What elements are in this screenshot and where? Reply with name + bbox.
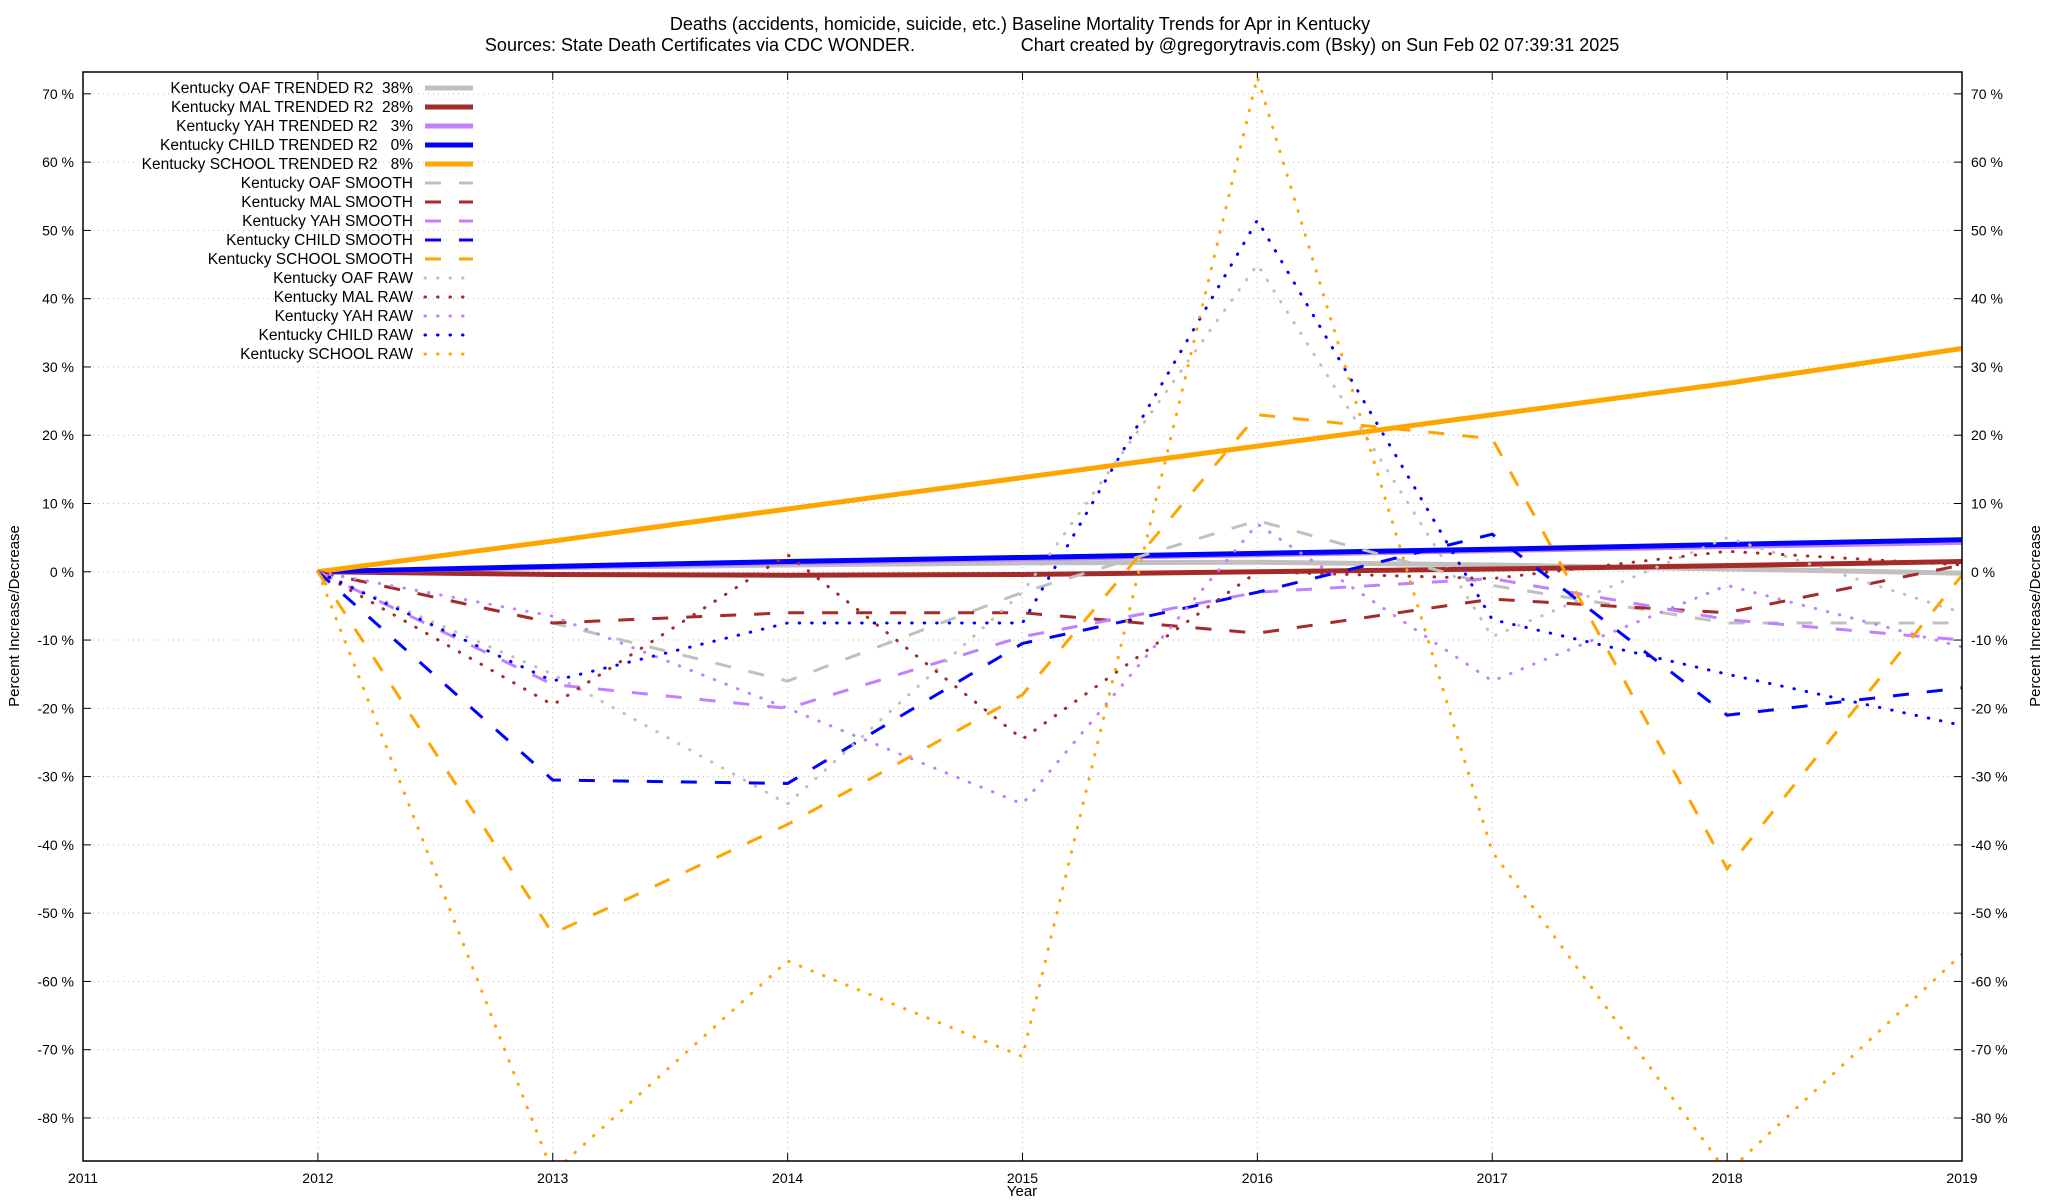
y-tick-label: 40 % xyxy=(42,291,74,307)
y-tick-label: 50 % xyxy=(42,222,74,238)
y2-tick-label: 30 % xyxy=(1971,359,2003,375)
legend-label-oaf-raw: Kentucky OAF RAW xyxy=(273,270,413,287)
y2-axis-label: Percent Increase/Decrease xyxy=(2027,525,2044,707)
series-lines xyxy=(316,72,1962,1161)
y2-tick-label: -40 % xyxy=(1971,837,2008,853)
series-line-school-smooth xyxy=(316,413,1962,936)
y2-tick-label: 0 % xyxy=(1971,564,1995,580)
y2-tick-label: -10 % xyxy=(1971,632,2008,648)
chart-subtitle-credit: Chart created by @gregorytravis.com (Bsk… xyxy=(1021,35,1620,55)
y2-tick-label: -30 % xyxy=(1971,769,2008,785)
legend-label-mal-raw: Kentucky MAL RAW xyxy=(274,289,414,306)
legend-label-school-smooth: Kentucky SCHOOL SMOOTH xyxy=(208,251,413,268)
y2-tick-label: -70 % xyxy=(1971,1042,2008,1058)
legend-label-mal-smooth: Kentucky MAL SMOOTH xyxy=(241,194,413,211)
x-axis-label: Year xyxy=(1007,1183,1037,1200)
y-tick-label: 20 % xyxy=(42,427,74,443)
legend-label-child-raw: Kentucky CHILD RAW xyxy=(259,327,414,344)
y2-tick-label: 60 % xyxy=(1971,154,2003,170)
y-tick-label: 10 % xyxy=(42,496,74,512)
series-line-school-raw xyxy=(316,72,1962,1161)
y2-tick-label: 70 % xyxy=(1971,86,2003,102)
x-tick-label: 2013 xyxy=(537,1170,568,1186)
y-tick-label: -40 % xyxy=(37,837,74,853)
grid-lines xyxy=(83,72,1962,1161)
y2-tick-label: -80 % xyxy=(1971,1110,2008,1126)
x-tick-label: 2014 xyxy=(772,1170,803,1186)
legend-label-mal-trended: Kentucky MAL TRENDED R2 28% xyxy=(171,99,413,116)
y-axis-label: Percent Increase/Decrease xyxy=(6,525,23,707)
y2-tick-label: 20 % xyxy=(1971,427,2003,443)
y-tick-label: 70 % xyxy=(42,86,74,102)
series-line-oaf-smooth xyxy=(317,519,1962,683)
y2-tick-label: -20 % xyxy=(1971,700,2008,716)
x-tick-label: 2015 xyxy=(1007,1170,1038,1186)
y-tick-label: -60 % xyxy=(37,973,74,989)
y-tick-label: -80 % xyxy=(37,1110,74,1126)
x-tick-label: 2016 xyxy=(1242,1170,1273,1186)
x-tick-label: 2012 xyxy=(302,1170,333,1186)
axis-ticks: 2011 2012 2013 2014 2015 2016 2017 2018 2019 70 %… xyxy=(37,72,2008,1186)
legend: Kentucky OAF TRENDED R2 38% Kentucky MAL … xyxy=(142,80,475,363)
legend-label-oaf-trended: Kentucky OAF TRENDED R2 38% xyxy=(170,80,413,97)
x-tick-label: 2017 xyxy=(1477,1170,1508,1186)
plot-border xyxy=(82,71,1963,1162)
chart-title: Deaths (accidents, homicide, suicide, et… xyxy=(670,14,1370,34)
legend-label-school-raw: Kentucky SCHOOL RAW xyxy=(240,346,413,363)
y2-tick-label: -60 % xyxy=(1971,973,2008,989)
series-line-mal-smooth xyxy=(317,563,1962,635)
legend-label-child-smooth: Kentucky CHILD SMOOTH xyxy=(226,232,413,249)
x-tick-label: 2019 xyxy=(1946,1170,1977,1186)
legend-label-school-trended: Kentucky SCHOOL TRENDED R2 8% xyxy=(142,156,414,173)
y2-tick-label: -50 % xyxy=(1971,905,2008,921)
series-line-mal-raw xyxy=(316,549,1962,741)
series-line-child-smooth xyxy=(316,532,1962,785)
series-line-oaf-raw xyxy=(316,261,1962,806)
x-tick-label: 2018 xyxy=(1712,1170,1743,1186)
y2-tick-label: 50 % xyxy=(1971,222,2003,238)
x-tick-label: 2011 xyxy=(68,1170,98,1186)
y-tick-label: 30 % xyxy=(42,359,74,375)
y-tick-label: 0 % xyxy=(50,564,74,580)
legend-label-yah-raw: Kentucky YAH RAW xyxy=(275,308,414,325)
legend-label-child-trended: Kentucky CHILD TRENDED R2 0% xyxy=(160,137,413,154)
y-tick-label: -70 % xyxy=(37,1042,74,1058)
y2-tick-label: 10 % xyxy=(1971,496,2003,512)
legend-label-oaf-smooth: Kentucky OAF SMOOTH xyxy=(241,175,413,192)
series-line-school-trended xyxy=(317,346,1962,575)
y-tick-label: -20 % xyxy=(37,700,74,716)
series-line-yah-smooth xyxy=(317,570,1962,710)
legend-label-yah-trended: Kentucky YAH TRENDED R2 3% xyxy=(176,118,413,135)
series-line-child-raw xyxy=(316,217,1962,727)
series-line-mal-trended xyxy=(317,559,1962,578)
y2-tick-label: 40 % xyxy=(1971,291,2003,307)
y-tick-label: -30 % xyxy=(37,769,74,785)
legend-label-yah-smooth: Kentucky YAH SMOOTH xyxy=(242,213,413,230)
y-tick-label: -10 % xyxy=(37,632,74,648)
y-tick-label: 60 % xyxy=(42,154,74,170)
y-tick-label: -50 % xyxy=(37,905,74,921)
chart-subtitle-sources: Sources: State Death Certificates via CD… xyxy=(485,35,915,55)
